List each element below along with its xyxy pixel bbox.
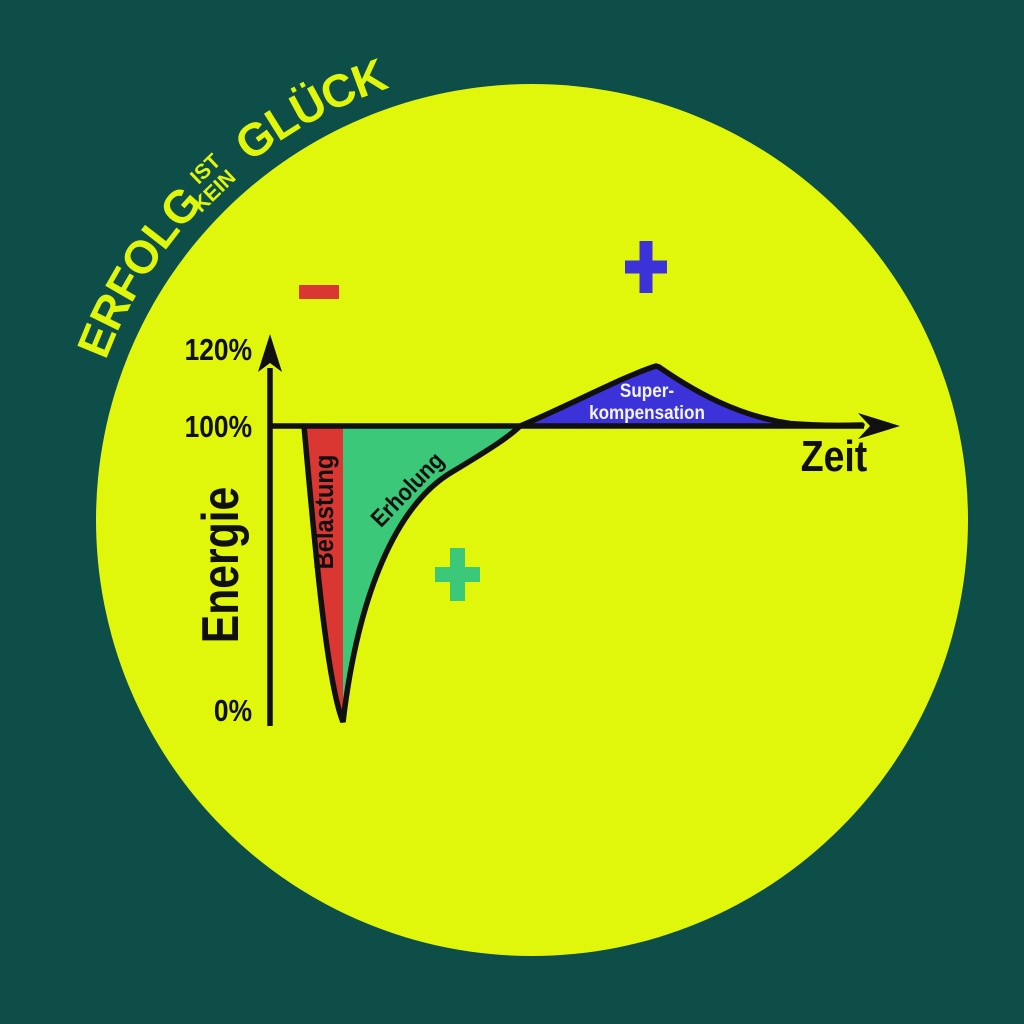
x-axis-arrowhead <box>858 413 900 439</box>
phase-sign-markers <box>299 241 667 601</box>
plus-icon-blue <box>625 241 667 293</box>
belastung-area <box>304 426 343 722</box>
y-tick-labels: 120% 100% 0% <box>185 333 252 728</box>
erholung-area <box>343 426 520 722</box>
y-axis-label: Energie <box>192 487 250 643</box>
ytick-120: 120% <box>185 333 252 367</box>
x-axis-label: Zeit <box>801 431 868 481</box>
superkompensation-area <box>520 366 842 426</box>
superkompensation-label-line1: Super- <box>620 380 674 401</box>
superkompensation-label: Super- kompensation <box>589 380 705 423</box>
axes <box>258 334 900 726</box>
ytick-0: 0% <box>214 694 252 728</box>
belastung-label: Belastung <box>310 455 340 570</box>
ytick-100: 100% <box>185 410 252 444</box>
minus-icon <box>299 285 339 299</box>
superkompensation-label-line2: kompensation <box>589 402 705 423</box>
background-circle <box>96 84 968 956</box>
chart-areas <box>304 366 842 722</box>
plus-icon-green <box>435 548 480 601</box>
y-axis-arrowhead <box>258 334 282 372</box>
energy-curve <box>301 363 865 724</box>
